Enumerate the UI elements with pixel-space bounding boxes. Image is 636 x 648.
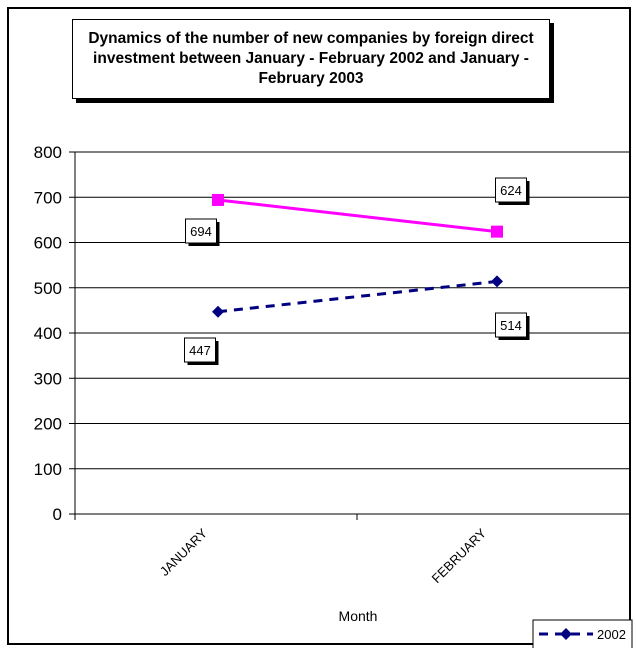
y-tick-label: 500 xyxy=(34,279,62,298)
x-axis-label: Month xyxy=(339,608,378,624)
gridlines xyxy=(75,151,631,470)
y-tick-label: 400 xyxy=(34,324,62,343)
marker-square xyxy=(491,225,503,238)
x-tick-label: JANUARY xyxy=(157,525,211,579)
marker-diamond xyxy=(212,305,224,318)
series-line-2002 xyxy=(217,279,498,314)
series-line-2003 xyxy=(217,198,498,234)
y-tick-label: 700 xyxy=(34,188,62,207)
data-label-text: 514 xyxy=(500,318,522,333)
x-tick-label: FEBRUARY xyxy=(429,525,490,586)
y-tick-label: 800 xyxy=(34,143,62,162)
marker-diamond xyxy=(560,628,572,640)
data-label-box xyxy=(184,337,216,363)
data-label-box xyxy=(185,218,217,244)
chart-title-box: Dynamics of the number of new companies … xyxy=(72,19,550,99)
y-tick-label: 300 xyxy=(34,369,62,388)
legend-box xyxy=(532,619,633,648)
data-label-text: 694 xyxy=(190,224,212,239)
data-label-box xyxy=(495,177,527,203)
data-label-2002-0: 447 xyxy=(184,337,219,365)
y-tick-label: 200 xyxy=(34,415,62,434)
y-tick-label: 100 xyxy=(34,460,62,479)
chart-title: Dynamics of the number of new companies … xyxy=(88,30,534,87)
marker-square xyxy=(212,193,224,206)
data-label-2002-1: 514 xyxy=(495,312,530,340)
data-label-text: 447 xyxy=(189,343,211,358)
axes: 0 100 200 300 400 500 600 700 800 JANUARY FEBRUARY xyxy=(34,143,631,586)
legend: 20022003 xyxy=(532,619,633,648)
data-label-2003-0: 694 xyxy=(185,218,220,246)
data-label-2003-1: 624 xyxy=(495,177,530,205)
y-tick-label: 0 xyxy=(53,505,62,524)
data-label-box xyxy=(495,312,527,338)
y-tick-label: 600 xyxy=(34,234,62,253)
data-label-text: 624 xyxy=(500,183,522,198)
series xyxy=(212,193,503,318)
marker-diamond xyxy=(491,275,503,288)
legend-label-2002: 2002 xyxy=(597,627,626,642)
data-labels: 447 514 694 624 xyxy=(184,177,530,365)
